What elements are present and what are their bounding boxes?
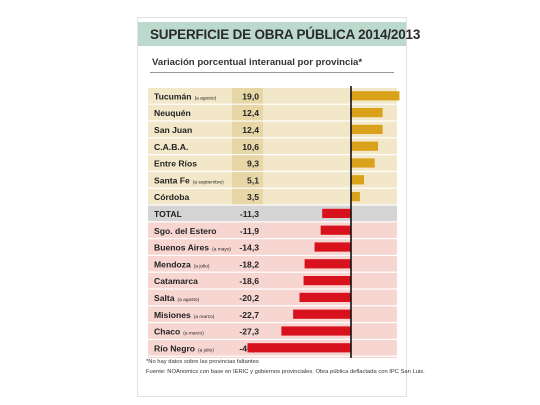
province-name: TOTAL	[154, 209, 182, 219]
bar	[303, 276, 351, 286]
bar	[351, 158, 375, 168]
province-label: Córdoba	[154, 192, 190, 202]
table-row	[148, 138, 397, 154]
table-row	[148, 188, 397, 205]
province-name: Córdoba	[154, 192, 190, 202]
bar	[281, 326, 351, 336]
province-name: Chaco	[154, 327, 180, 337]
table-row	[148, 155, 397, 171]
bar	[351, 91, 400, 101]
province-note: (a septiembre)	[193, 179, 224, 185]
value-label: -14,3	[239, 243, 259, 253]
province-label: Sgo. del Estero	[154, 226, 217, 236]
value-label: -11,3	[240, 209, 259, 219]
province-label: Chaco (a marzo)	[154, 327, 204, 337]
bar	[351, 124, 383, 134]
province-name: Sgo. del Estero	[154, 226, 217, 236]
table-row	[148, 172, 397, 188]
province-note: (a marzo)	[194, 314, 215, 320]
province-name: Neuquén	[154, 108, 191, 118]
bar	[247, 343, 351, 353]
bar	[314, 242, 351, 252]
province-note: (a marzo)	[183, 331, 204, 337]
province-label: San Juan	[154, 125, 192, 135]
value-label: 10,6	[242, 142, 259, 152]
value-label: 5,1	[247, 175, 259, 185]
bar	[322, 208, 351, 218]
province-name: Mendoza	[154, 259, 191, 269]
footer-notes: *No hay datos sobre las provincias falta…	[146, 358, 425, 377]
bar	[293, 309, 351, 319]
province-note: (a julio)	[194, 263, 210, 269]
province-name: Misiones	[154, 310, 191, 320]
province-name: Catamarca	[154, 276, 198, 286]
province-label: C.A.B.A.	[154, 142, 188, 152]
province-name: Río Negro	[154, 343, 195, 353]
bar	[351, 108, 383, 118]
province-note: (a agosto)	[195, 95, 217, 101]
value-cell-bg	[232, 172, 263, 188]
source-note: Fuente: NOAnomics con base en IERIC y go…	[146, 368, 425, 375]
table-row	[148, 121, 397, 138]
value-cell-bg	[232, 88, 263, 104]
value-label: 19,0	[242, 91, 259, 101]
province-label: Catamarca	[154, 276, 198, 286]
subtitle-divider	[150, 72, 394, 73]
province-label: Neuquén	[154, 108, 191, 118]
province-label: Misiones (a marzo)	[154, 310, 215, 320]
bar	[351, 192, 360, 202]
chart-title: SUPERFICIE DE OBRA PÚBLICA 2014/2013	[150, 27, 421, 42]
value-cell-bg	[232, 104, 263, 121]
province-note: (a agosto)	[178, 297, 200, 303]
value-cell-bg	[232, 138, 263, 154]
province-name: Santa Fe	[154, 175, 190, 185]
province-label: TOTAL	[154, 209, 182, 219]
province-note: (a mayo)	[212, 247, 231, 253]
province-note: (a julio)	[198, 347, 214, 353]
province-name: San Juan	[154, 125, 192, 135]
value-label: 9,3	[247, 159, 259, 169]
bar	[299, 292, 351, 302]
province-name: Buenos Aires	[154, 243, 209, 253]
table-row	[148, 104, 397, 121]
province-label: Santa Fe (a septiembre)	[154, 175, 224, 185]
footnote: *No hay datos sobre las provincias falta…	[146, 359, 259, 365]
chart-subtitle: Variación porcentual interanual por prov…	[152, 57, 363, 68]
infographic-card: SUPERFICIE DE OBRA PÚBLICA 2014/2013 Var…	[137, 17, 425, 397]
table-row	[148, 88, 397, 104]
table-row	[148, 205, 397, 222]
bar	[351, 141, 379, 151]
value-label: 3,5	[247, 192, 259, 202]
province-name: C.A.B.A.	[154, 142, 188, 152]
province-label: Salta (a agosto)	[154, 293, 200, 303]
province-label: Mendoza (a julio)	[154, 259, 210, 269]
bar	[304, 259, 351, 269]
province-label: Entre Ríos	[154, 159, 197, 169]
value-label: -11,9	[240, 226, 259, 236]
value-cell-bg	[232, 155, 263, 171]
table-row	[148, 356, 397, 358]
province-name: Salta	[154, 293, 175, 303]
bar	[320, 225, 351, 235]
province-name: Entre Ríos	[154, 159, 197, 169]
value-label: -22,7	[239, 310, 259, 320]
value-label: -27,3	[239, 327, 259, 337]
value-label: 12,4	[242, 108, 259, 118]
province-label: Río Negro (a julio)	[154, 343, 214, 353]
province-label: Buenos Aires (a mayo)	[154, 243, 231, 253]
value-label: -20,2	[239, 293, 259, 303]
value-cell-bg	[232, 121, 263, 138]
bar	[351, 175, 365, 185]
value-label: 12,4	[242, 125, 259, 135]
value-cell-bg	[232, 188, 263, 205]
province-label: Tucumán (a agosto)	[154, 91, 217, 101]
value-label: -18,2	[239, 259, 259, 269]
title-band: SUPERFICIE DE OBRA PÚBLICA 2014/2013	[138, 22, 420, 46]
value-label: -18,6	[239, 276, 259, 286]
province-name: Tucumán	[154, 91, 192, 101]
